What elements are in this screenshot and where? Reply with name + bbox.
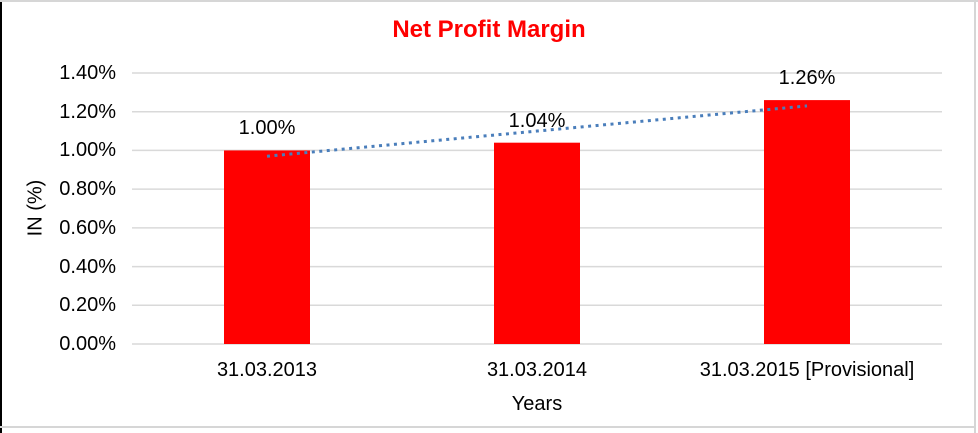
- frame-border-top: [0, 0, 978, 2]
- y-tick-0.00%: 0.00%: [59, 333, 116, 355]
- y-tick-1.40%: 1.40%: [59, 62, 116, 84]
- bar-2: [764, 100, 850, 344]
- data-label-2: 1.26%: [778, 67, 836, 90]
- y-tick-0.20%: 0.20%: [59, 294, 116, 317]
- x-tick-2: 31.03.2015 [Provisional]: [699, 359, 915, 381]
- y-tick-0.80%: 0.80%: [59, 178, 116, 201]
- y-tick-1.00%: 1.00%: [59, 139, 116, 162]
- data-label-1: 1.04%: [508, 109, 566, 132]
- bar-1: [494, 142, 580, 344]
- chart-title: Net Profit Margin: [392, 16, 586, 43]
- frame-border-bottom: [0, 426, 976, 428]
- y-tick-0.60%: 0.60%: [59, 216, 116, 239]
- x-tick-0: 31.03.2013: [216, 359, 318, 381]
- x-axis-title: Years: [511, 393, 563, 415]
- y-tick-1.20%: 1.20%: [59, 100, 116, 123]
- data-label-0: 1.00%: [238, 117, 296, 140]
- bar-0: [224, 150, 310, 344]
- frame-border-right: [974, 0, 976, 433]
- x-tick-1: 31.03.2014: [486, 359, 588, 381]
- page-left-edge: [0, 0, 2, 433]
- trendline: [266, 104, 808, 158]
- y-tick-0.40%: 0.40%: [59, 255, 116, 278]
